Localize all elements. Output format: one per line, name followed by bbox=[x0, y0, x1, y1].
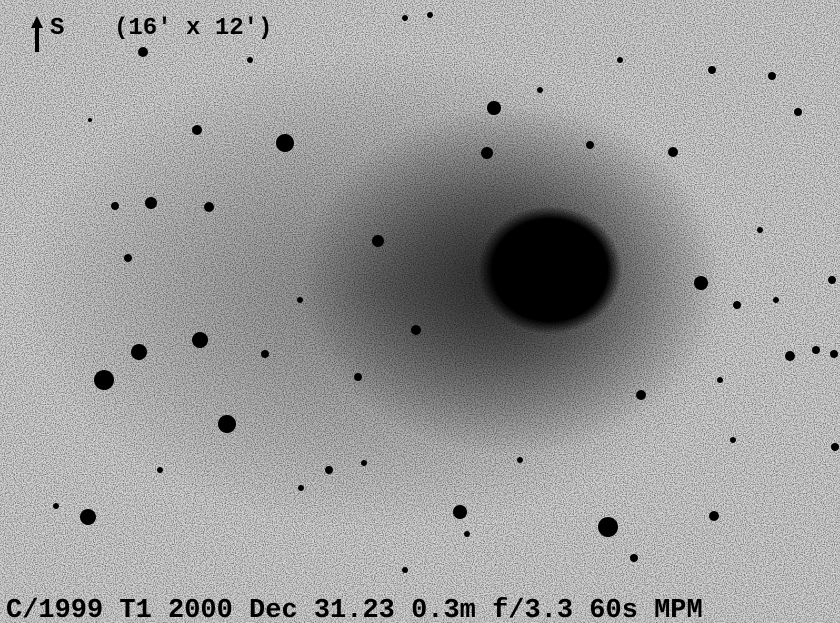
star bbox=[733, 301, 741, 309]
star bbox=[276, 134, 294, 152]
star bbox=[517, 457, 523, 463]
star bbox=[402, 567, 408, 573]
star bbox=[708, 66, 716, 74]
star bbox=[730, 437, 736, 443]
star bbox=[453, 505, 467, 519]
star bbox=[88, 118, 92, 122]
star bbox=[830, 350, 838, 358]
star bbox=[757, 227, 763, 233]
star bbox=[80, 509, 96, 525]
star bbox=[464, 531, 470, 537]
star bbox=[785, 351, 795, 361]
star bbox=[247, 57, 253, 63]
star bbox=[709, 511, 719, 521]
star bbox=[586, 141, 594, 149]
star bbox=[812, 346, 820, 354]
star bbox=[411, 325, 421, 335]
star bbox=[325, 466, 333, 474]
star bbox=[218, 415, 236, 433]
star bbox=[773, 297, 779, 303]
star bbox=[537, 87, 543, 93]
star bbox=[131, 344, 147, 360]
star bbox=[831, 443, 839, 451]
star-field bbox=[53, 12, 839, 573]
star bbox=[94, 370, 114, 390]
star bbox=[402, 15, 408, 21]
star bbox=[192, 332, 208, 348]
star bbox=[598, 517, 618, 537]
star bbox=[145, 197, 157, 209]
star bbox=[53, 503, 59, 509]
star bbox=[361, 460, 367, 466]
star bbox=[124, 254, 132, 262]
star bbox=[717, 377, 723, 383]
field-size: (16' x 12') bbox=[114, 15, 272, 42]
star bbox=[192, 125, 202, 135]
star bbox=[261, 350, 269, 358]
star bbox=[617, 57, 623, 63]
caption: C/1999 T1 2000 Dec 31.23 0.3m f/3.3 60s … bbox=[6, 596, 703, 623]
star bbox=[768, 72, 776, 80]
star bbox=[694, 276, 708, 290]
arrow-head bbox=[31, 16, 43, 28]
star bbox=[298, 485, 304, 491]
star bbox=[111, 202, 119, 210]
star bbox=[204, 202, 214, 212]
orientation-label: S bbox=[50, 15, 64, 42]
star bbox=[157, 467, 163, 473]
star bbox=[354, 373, 362, 381]
star bbox=[794, 108, 802, 116]
star bbox=[668, 147, 678, 157]
star bbox=[427, 12, 433, 18]
star bbox=[481, 147, 493, 159]
star bbox=[636, 390, 646, 400]
star bbox=[372, 235, 384, 247]
star bbox=[138, 47, 148, 57]
star bbox=[297, 297, 303, 303]
star bbox=[487, 101, 501, 115]
star bbox=[828, 276, 836, 284]
star bbox=[630, 554, 638, 562]
